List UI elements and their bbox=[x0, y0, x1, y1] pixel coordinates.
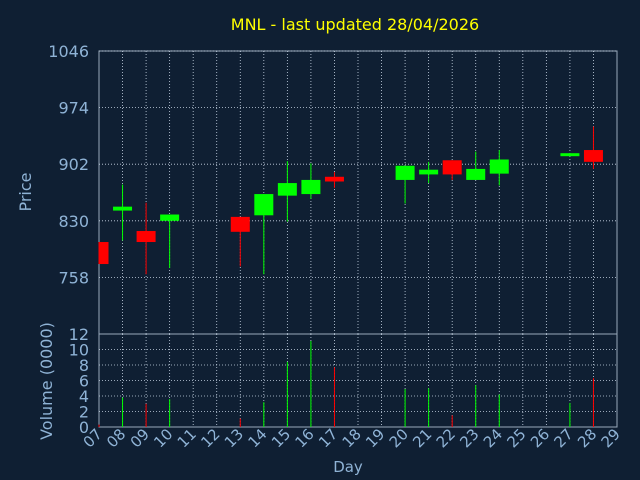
price-panel: 1046 974 902 830 758 bbox=[48, 42, 618, 335]
x-tick-label: 16 bbox=[292, 425, 318, 451]
x-tick-label: 22 bbox=[433, 425, 459, 451]
volume-tick-label: 8 bbox=[79, 356, 89, 375]
candle-body bbox=[442, 160, 462, 175]
x-tick-label: 14 bbox=[244, 425, 270, 451]
price-tick-label: 1046 bbox=[48, 42, 89, 61]
x-tick-label: 24 bbox=[480, 425, 506, 451]
x-tick-label: 29 bbox=[598, 425, 624, 451]
x-tick-label: 10 bbox=[150, 425, 176, 451]
candle-body bbox=[136, 231, 156, 243]
x-tick-label: 11 bbox=[174, 425, 200, 451]
x-tick-label: 08 bbox=[103, 425, 129, 451]
volume-tick-label: 6 bbox=[79, 372, 89, 391]
volume-tick-label: 4 bbox=[79, 387, 89, 406]
x-tick-label: 09 bbox=[127, 425, 153, 451]
candle-body bbox=[99, 242, 109, 265]
x-tick-label: 27 bbox=[551, 425, 577, 451]
x-tick-label: 21 bbox=[409, 425, 435, 451]
candle-body bbox=[254, 194, 274, 216]
candle-body bbox=[560, 153, 580, 157]
x-tick-label: 25 bbox=[503, 425, 529, 451]
volume-axis-label: Volume (0000) bbox=[37, 322, 56, 440]
x-tick-label: 20 bbox=[386, 425, 412, 451]
x-tick-label: 23 bbox=[456, 425, 482, 451]
candle-body bbox=[489, 159, 509, 174]
price-axis-label: Price bbox=[16, 172, 35, 211]
price-tick-label: 902 bbox=[58, 155, 89, 174]
price-tick-label: 758 bbox=[58, 268, 89, 287]
day-axis-label: Day bbox=[333, 458, 363, 476]
volume-tick-label: 2 bbox=[79, 403, 89, 422]
candle-body bbox=[301, 179, 321, 195]
x-tick-label: 15 bbox=[268, 425, 294, 451]
candle-body bbox=[230, 216, 250, 232]
x-tick-labels: 0708091011121314151617181920212223242526… bbox=[80, 425, 624, 451]
x-tick-label: 17 bbox=[315, 425, 341, 451]
price-tick-label: 974 bbox=[58, 99, 89, 118]
candle-body bbox=[160, 214, 180, 221]
volume-tick-label: 0 bbox=[79, 418, 89, 437]
candle-body bbox=[277, 183, 297, 196]
chart-title: MNL - last updated 28/04/2026 bbox=[231, 15, 479, 34]
price-tick-label: 830 bbox=[58, 212, 89, 231]
x-tick-label: 12 bbox=[197, 425, 223, 451]
candle-body bbox=[419, 169, 439, 175]
candle-body bbox=[395, 165, 415, 180]
x-tick-label: 28 bbox=[574, 425, 600, 451]
volume-tick-label: 12 bbox=[69, 325, 89, 344]
volume-tick-label: 10 bbox=[69, 341, 89, 360]
candle-body bbox=[583, 150, 603, 162]
candle-body bbox=[324, 176, 344, 182]
x-tick-label: 19 bbox=[362, 425, 388, 451]
candle-body bbox=[466, 168, 486, 180]
x-tick-label: 13 bbox=[221, 425, 247, 451]
x-tick-label: 18 bbox=[339, 425, 365, 451]
candle-body bbox=[113, 206, 133, 211]
x-tick-label: 26 bbox=[527, 425, 553, 451]
